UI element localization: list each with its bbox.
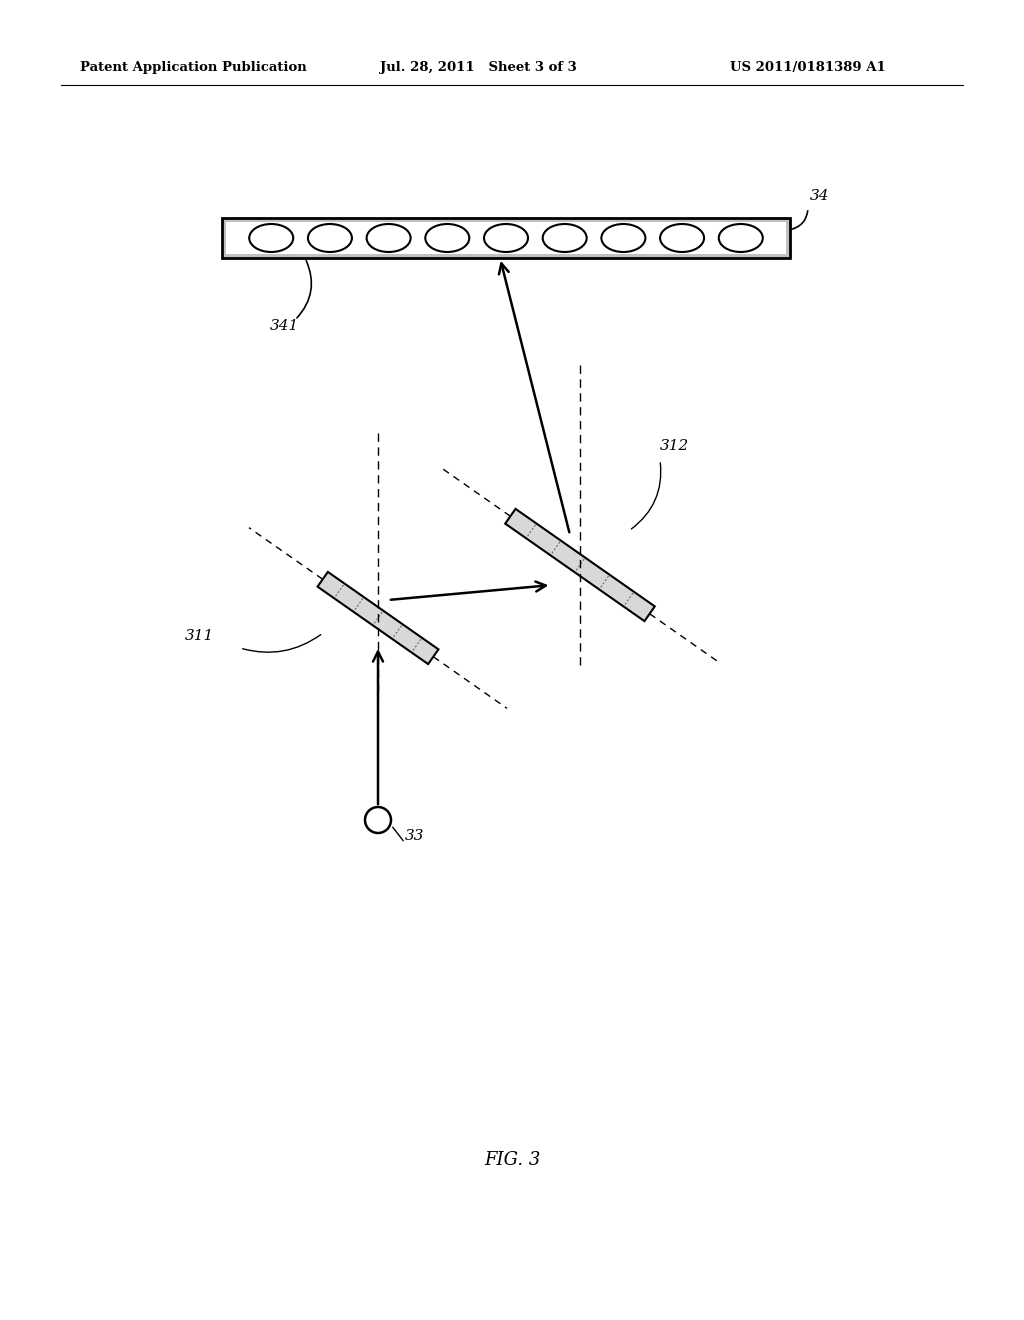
Ellipse shape [249,224,293,252]
Ellipse shape [484,224,528,252]
Text: 341: 341 [270,319,299,333]
Bar [226,222,786,253]
Ellipse shape [719,224,763,252]
Polygon shape [505,510,654,622]
Text: Jul. 28, 2011   Sheet 3 of 3: Jul. 28, 2011 Sheet 3 of 3 [380,62,577,74]
Ellipse shape [308,224,352,252]
Polygon shape [317,572,438,664]
Bar [222,218,790,257]
Text: 312: 312 [660,440,689,453]
Text: Patent Application Publication: Patent Application Publication [80,62,307,74]
Ellipse shape [601,224,645,252]
Text: 33: 33 [406,829,425,843]
Text: 34: 34 [810,189,829,203]
Ellipse shape [367,224,411,252]
Ellipse shape [425,224,469,252]
Ellipse shape [660,224,705,252]
Text: FIG. 3: FIG. 3 [483,1151,541,1170]
Text: 311: 311 [185,630,214,643]
Text: US 2011/0181389 A1: US 2011/0181389 A1 [730,62,886,74]
Ellipse shape [543,224,587,252]
